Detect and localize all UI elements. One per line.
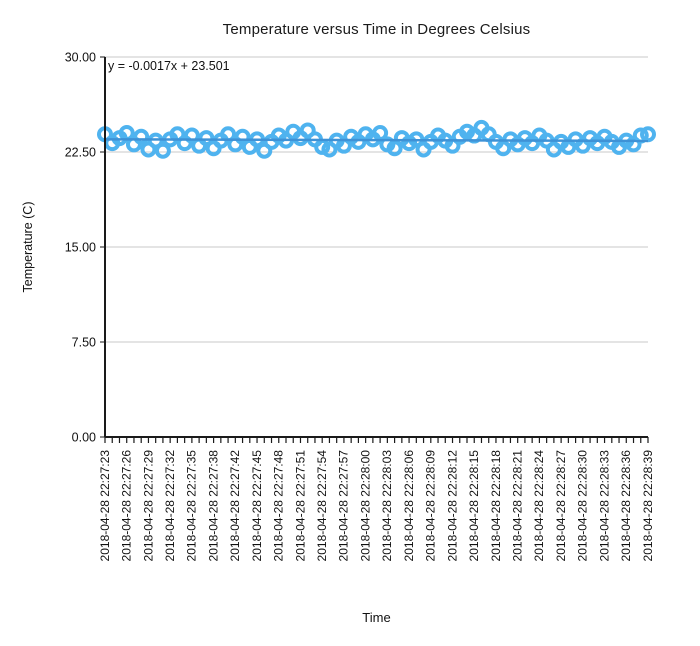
- x-tick-label: 2018-04-28 22:28:33: [597, 450, 611, 562]
- data-point: [183, 127, 200, 144]
- x-tick-label: 2018-04-28 22:27:35: [185, 450, 199, 562]
- data-point: [198, 130, 215, 147]
- x-tick-label: 2018-04-28 22:28:06: [402, 450, 416, 562]
- data-point: [386, 140, 403, 157]
- trendline: [104, 138, 649, 143]
- x-tick-label: 2018-04-28 22:28:15: [467, 450, 481, 562]
- x-tick-label: 2018-04-28 22:27:51: [293, 450, 307, 562]
- data-point: [234, 128, 251, 145]
- chart-title: Temperature versus Time in Degrees Celsi…: [222, 21, 531, 38]
- y-tick-label: 22.50: [65, 145, 96, 159]
- x-tick-label: 2018-04-28 22:27:29: [141, 450, 155, 562]
- x-tick-label: 2018-04-28 22:27:42: [228, 450, 242, 562]
- y-tick-label: 7.50: [72, 335, 96, 349]
- x-tick-label: 2018-04-28 22:27:45: [250, 450, 264, 562]
- x-tick-label: 2018-04-28 22:28:12: [445, 450, 459, 562]
- x-tick-label: 2018-04-28 22:27:57: [337, 450, 351, 562]
- x-axis-title: Time: [362, 610, 391, 625]
- x-tick-label: 2018-04-28 22:27:26: [120, 450, 134, 562]
- y-tick-label: 30.00: [65, 50, 96, 64]
- x-tick-label: 2018-04-28 22:28:39: [641, 450, 655, 562]
- x-tick-label: 2018-04-28 22:28:27: [554, 450, 568, 562]
- y-tick-label: 15.00: [65, 240, 96, 254]
- x-tick-label: 2018-04-28 22:28:36: [619, 450, 633, 562]
- x-tick-label: 2018-04-28 22:27:38: [206, 450, 220, 562]
- x-tick-label: 2018-04-28 22:27:48: [272, 450, 286, 562]
- x-tick-label: 2018-04-28 22:28:00: [358, 450, 372, 562]
- data-point: [133, 128, 150, 145]
- x-tick-label: 2018-04-28 22:28:18: [489, 450, 503, 562]
- x-tick-label: 2018-04-28 22:28:21: [511, 450, 525, 562]
- trendline-equation: y = -0.0017x + 23.501: [108, 59, 230, 73]
- x-tick-label: 2018-04-28 22:27:32: [163, 450, 177, 562]
- x-tick-label: 2018-04-28 22:28:09: [424, 450, 438, 562]
- x-tick-label: 2018-04-28 22:27:23: [98, 450, 112, 562]
- data-point: [154, 142, 171, 159]
- y-tick-label: 0.00: [72, 430, 96, 444]
- x-tick-label: 2018-04-28 22:27:54: [315, 450, 329, 562]
- x-tick-label: 2018-04-28 22:28:30: [576, 450, 590, 562]
- x-tick-label: 2018-04-28 22:28:03: [380, 450, 394, 562]
- x-tick-label: 2018-04-28 22:28:24: [532, 450, 546, 562]
